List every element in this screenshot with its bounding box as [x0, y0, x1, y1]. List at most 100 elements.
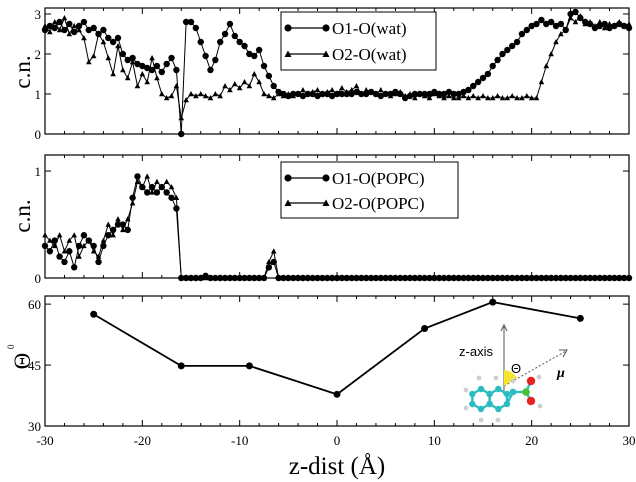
oxygen-atom	[526, 376, 536, 386]
data-point	[197, 38, 204, 46]
data-point	[553, 39, 559, 45]
data-point	[163, 60, 170, 68]
legend-box	[280, 161, 459, 219]
data-point	[480, 93, 486, 99]
data-point	[285, 275, 292, 281]
data-point	[494, 93, 501, 99]
data-point	[168, 184, 175, 190]
data-point	[606, 21, 613, 27]
data-point	[90, 53, 97, 59]
data-point	[299, 92, 307, 100]
data-point	[465, 95, 472, 101]
hydrogen-atom	[478, 417, 484, 423]
data-point	[426, 90, 433, 98]
data-point	[266, 93, 272, 99]
data-point	[47, 237, 53, 243]
data-point	[528, 95, 535, 101]
data-point	[260, 62, 268, 70]
y-tick-label: 1	[35, 87, 42, 102]
carbon-atom	[469, 390, 476, 398]
data-point	[557, 20, 565, 28]
data-point	[378, 275, 384, 281]
legend-label-1: O1-O(POPC)	[332, 169, 425, 188]
data-point	[499, 275, 506, 281]
legend-marker-circle	[322, 24, 330, 32]
data-point	[100, 39, 107, 45]
data-point	[42, 232, 48, 238]
data-point	[241, 79, 248, 85]
carbon-atom	[477, 385, 485, 393]
data-point	[300, 275, 306, 281]
molecule-atoms	[463, 374, 543, 423]
data-point	[397, 275, 404, 281]
data-point	[616, 275, 623, 281]
data-point	[124, 216, 131, 222]
data-point	[597, 19, 603, 25]
data-point	[528, 22, 535, 30]
data-point	[251, 275, 258, 281]
data-point	[270, 82, 277, 90]
data-point	[193, 275, 199, 281]
data-point	[109, 38, 117, 46]
data-point	[285, 91, 292, 97]
y-tick-label: 60	[28, 297, 41, 312]
data-point	[41, 242, 49, 250]
x-axis-label: z-dist (Å)	[289, 453, 386, 480]
data-point	[494, 56, 501, 64]
data-point	[178, 115, 185, 121]
data-point	[407, 275, 413, 281]
data-point	[524, 93, 530, 99]
molecule-inset: z-axis Θ μ	[459, 323, 568, 423]
data-point	[42, 23, 48, 29]
data-point	[80, 232, 88, 239]
z-axis-label: z-axis	[459, 344, 493, 359]
data-point	[533, 95, 540, 101]
data-point	[280, 93, 287, 99]
data-point	[193, 93, 199, 99]
data-point	[387, 275, 394, 281]
data-point	[319, 275, 326, 281]
data-point	[56, 253, 63, 260]
data-point	[255, 46, 263, 54]
data-point	[499, 50, 506, 58]
data-point	[353, 83, 360, 89]
legend: O1-O(wat) O2-O(wat)	[280, 11, 437, 71]
data-point	[465, 275, 472, 281]
data-point	[129, 194, 136, 201]
data-point	[86, 59, 92, 65]
carbon-atom	[509, 388, 517, 396]
data-point	[280, 275, 287, 281]
data-point	[597, 275, 603, 281]
data-point	[455, 90, 462, 98]
data-point	[71, 232, 77, 238]
data-point	[173, 205, 180, 212]
data-point	[100, 26, 107, 34]
data-point	[144, 79, 150, 85]
data-point	[197, 275, 204, 281]
data-point	[343, 89, 350, 95]
data-point	[217, 38, 224, 46]
data-point	[256, 79, 262, 85]
data-point	[246, 50, 253, 58]
data-point	[314, 92, 321, 100]
data-point	[188, 275, 194, 281]
data-point	[47, 29, 53, 35]
data-point	[572, 8, 579, 16]
data-point	[66, 248, 73, 255]
data-point	[513, 38, 521, 46]
data-point	[363, 90, 370, 98]
data-point	[567, 15, 574, 21]
data-point	[90, 310, 98, 318]
y-axis-label: c.n.	[10, 199, 35, 232]
data-point	[207, 66, 214, 74]
data-point	[431, 91, 438, 97]
data-point	[261, 275, 267, 281]
data-point	[509, 275, 515, 281]
data-point	[416, 91, 423, 97]
data-point	[90, 248, 97, 254]
data-point	[416, 275, 423, 281]
data-point	[319, 91, 326, 97]
data-point	[509, 93, 515, 99]
z-axis-arrowhead	[500, 323, 508, 332]
data-point	[601, 25, 608, 31]
